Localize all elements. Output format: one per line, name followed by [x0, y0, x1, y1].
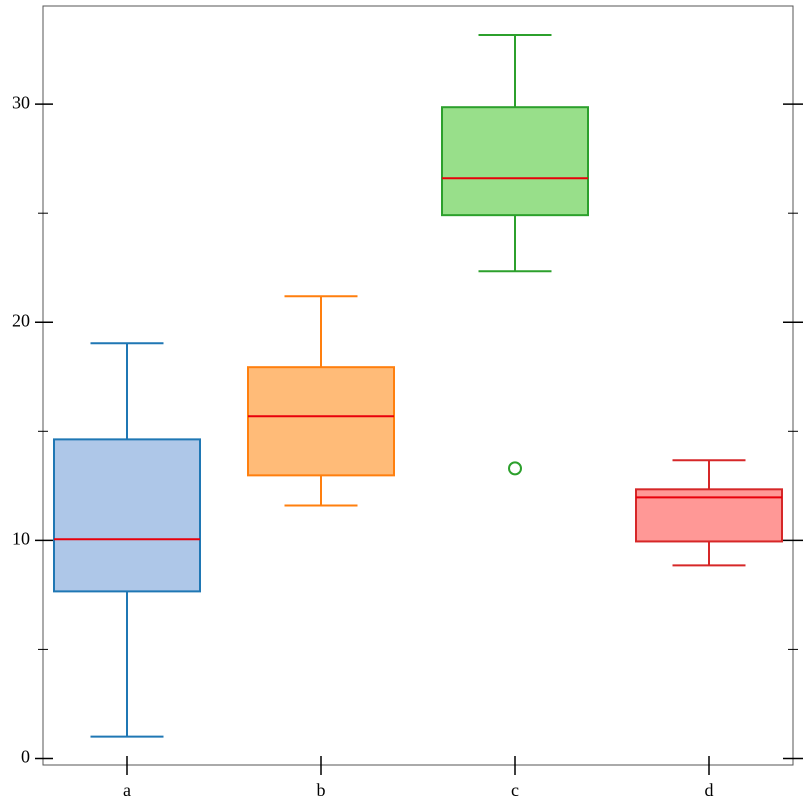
- x-tick-label: b: [317, 780, 326, 800]
- y-tick-label: 0: [21, 747, 30, 767]
- x-tick-label: d: [705, 780, 714, 800]
- flier: [508, 461, 522, 476]
- x-tick-label: a: [123, 780, 131, 800]
- box: [441, 106, 589, 217]
- y-tick-label: 30: [12, 92, 30, 112]
- x-tick-label: c: [511, 780, 519, 800]
- box: [53, 438, 201, 593]
- box: [247, 366, 395, 477]
- y-tick-label: 10: [12, 528, 30, 548]
- y-tick-label: 20: [12, 310, 30, 330]
- plot-frame: [42, 5, 794, 766]
